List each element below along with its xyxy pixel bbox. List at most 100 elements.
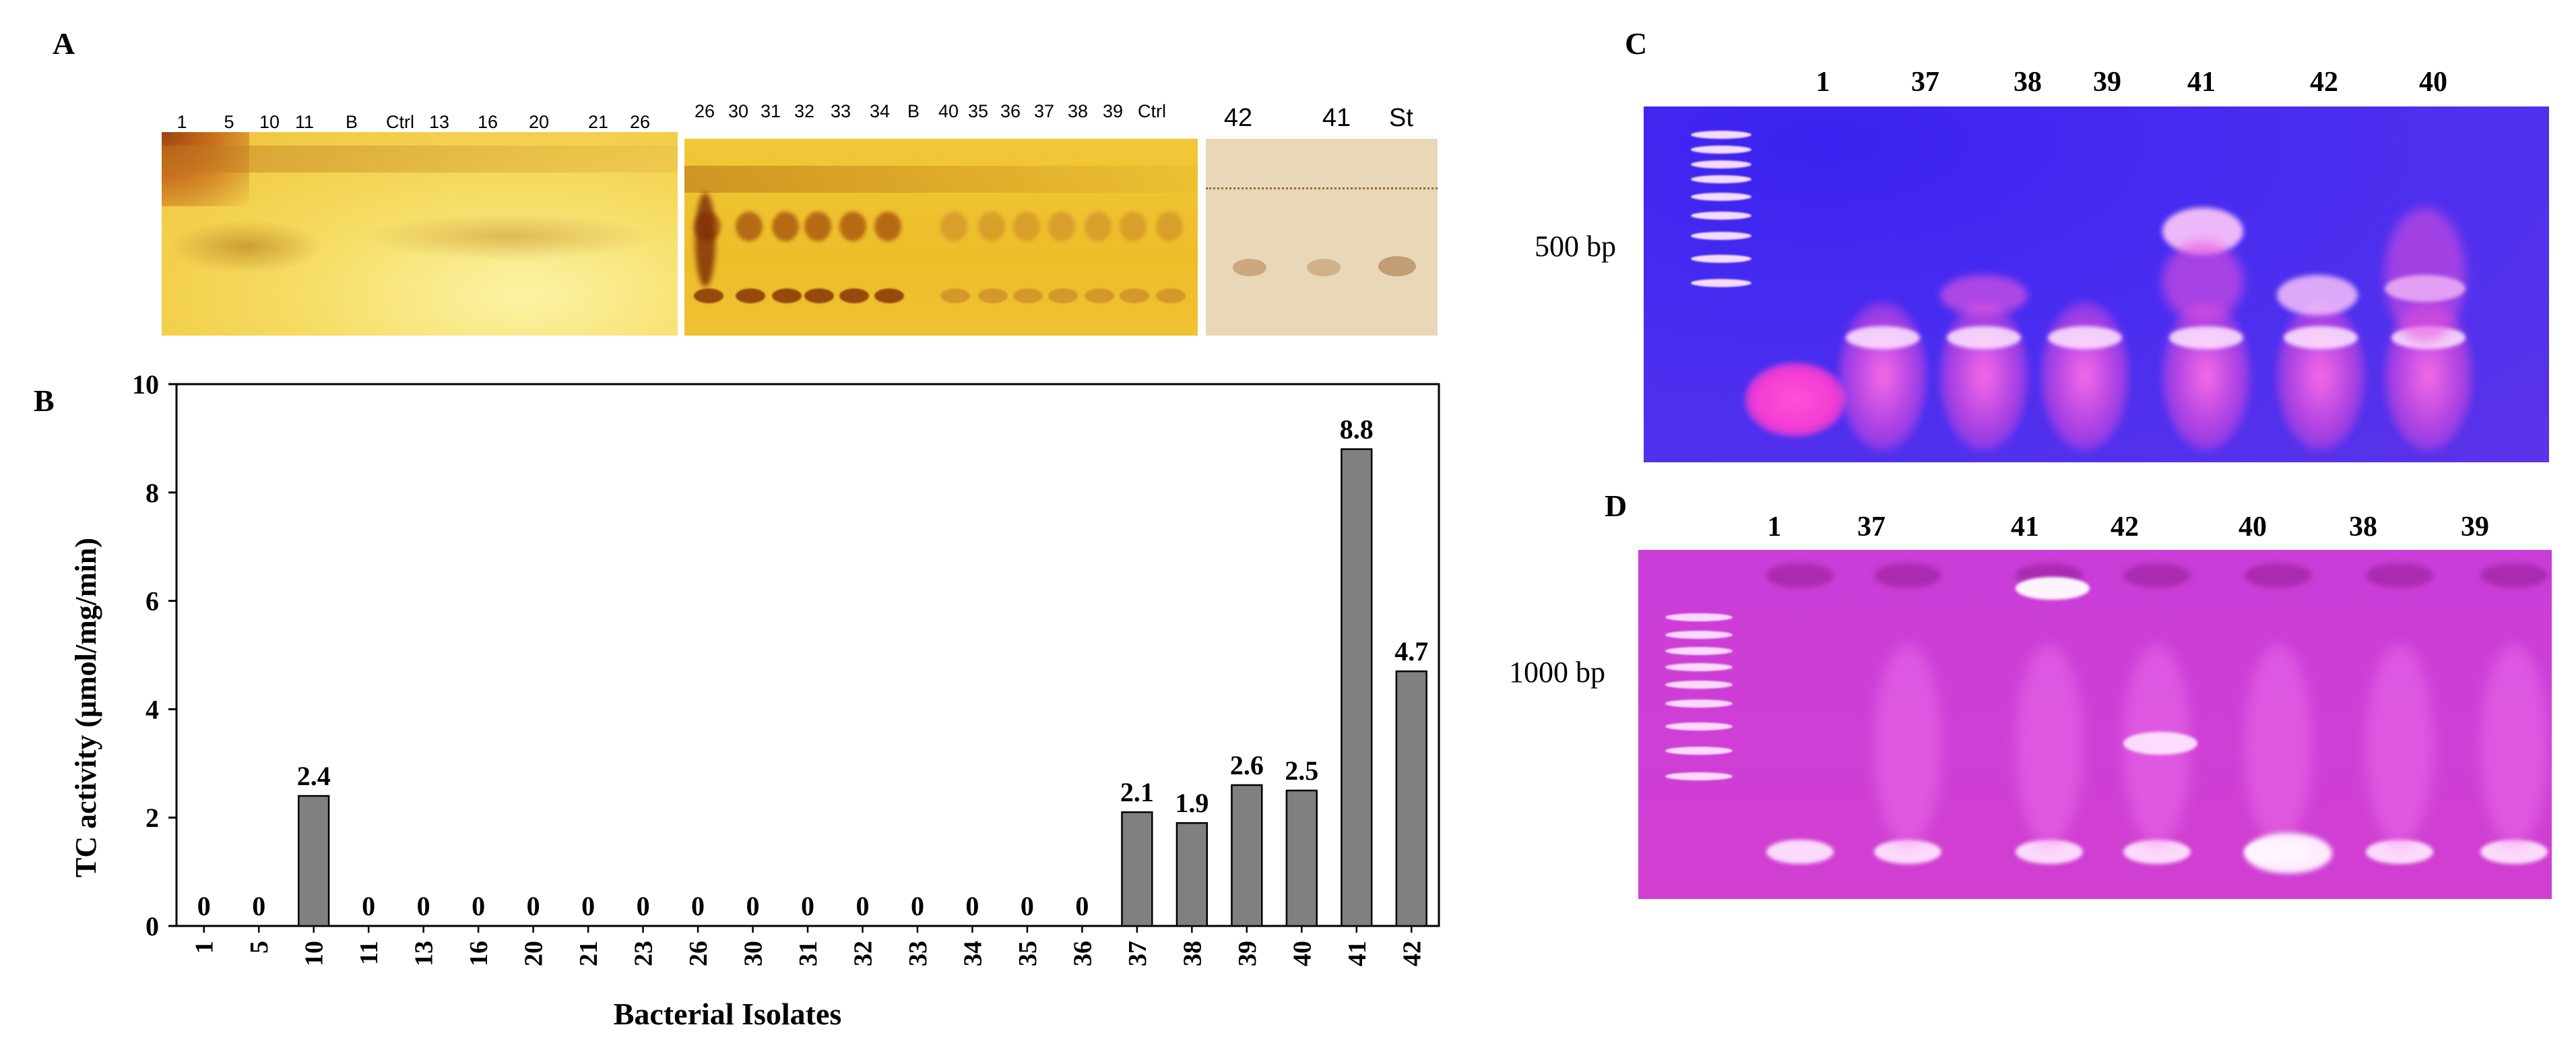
- gel-band: [1665, 722, 1733, 731]
- gel-band: [1665, 647, 1733, 655]
- gel-band: [2016, 644, 2083, 846]
- gel-a2: [684, 139, 1198, 336]
- gel-c-lane-label: 39: [2093, 67, 2121, 98]
- x-tick-label: 41: [1343, 941, 1372, 966]
- gel-band: [2245, 833, 2332, 873]
- gel-band: [978, 288, 1008, 303]
- gel-a1-lane-label: 10: [259, 112, 280, 132]
- gel-a2-lane-label: Ctrl: [1138, 101, 1166, 121]
- gel-a3-lane-label: St: [1389, 104, 1413, 132]
- bar-value-label: 0: [691, 891, 705, 921]
- x-tick-label: 21: [575, 941, 603, 966]
- gel-band: [2277, 302, 2364, 450]
- gel-a1-lane-label: 20: [528, 112, 550, 132]
- x-tick-label: 30: [740, 941, 768, 966]
- bar-value-label: 2.6: [1230, 750, 1264, 780]
- gel-band: [1940, 275, 2028, 315]
- bar-value-label: 4.7: [1394, 636, 1428, 666]
- bar-value-label: 0: [252, 891, 265, 921]
- gel-band: [1745, 363, 1846, 437]
- bar-value-label: 0: [911, 891, 924, 921]
- gel-a2-lane-label: 39: [1102, 101, 1124, 121]
- gel-band: [2245, 563, 2312, 588]
- gel-d-lane-label: 1: [1767, 512, 1782, 542]
- x-tick-label: 32: [849, 941, 877, 966]
- gel-a2-lane-label: 36: [1000, 101, 1021, 121]
- gel-a3: [1206, 139, 1438, 336]
- gel-band: [736, 288, 765, 303]
- gel-band: [1665, 747, 1733, 755]
- gel-band: [1691, 255, 1751, 263]
- bar-value-label: 0: [965, 891, 979, 921]
- gel-a2-lane-label: B: [907, 101, 920, 121]
- gel-band: [1665, 772, 1733, 780]
- gel-c-lane-label: 37: [1911, 67, 1939, 98]
- gel-d-lane-label: 37: [1857, 512, 1886, 542]
- gel-band: [1085, 212, 1112, 241]
- gel-band: [874, 288, 904, 303]
- x-tick-label: 20: [520, 941, 548, 966]
- gel-c-lane-label: 40: [2419, 67, 2447, 98]
- gel-band: [2048, 326, 2122, 349]
- bar-value-label: 0: [1075, 891, 1089, 921]
- gel-a2-lane-label: 34: [869, 101, 891, 121]
- gel-band: [1048, 212, 1075, 241]
- gel-band: [839, 288, 869, 303]
- gel-a1-lane-label: B: [345, 112, 358, 132]
- gel-band: [2480, 840, 2548, 864]
- y-tick-label: 2: [146, 803, 159, 833]
- gel-a2-lane-label: 33: [830, 101, 851, 121]
- gel-band: [1691, 212, 1751, 220]
- panel-letter-c: C: [1625, 26, 1648, 61]
- gel-band: [1691, 160, 1751, 168]
- x-tick-label: 26: [684, 941, 713, 966]
- y-tick-label: 0: [146, 911, 159, 941]
- gel-band: [736, 212, 763, 241]
- gel-band: [1691, 175, 1751, 183]
- gel-c-lane-label: 38: [2014, 67, 2042, 98]
- gel-band: [1665, 700, 1733, 708]
- x-tick-label: 16: [465, 941, 493, 966]
- bar-value-label: 1.9: [1175, 788, 1209, 818]
- bar-value-label: 0: [1021, 891, 1034, 921]
- marker-1000bp-label: 1000 bp: [1509, 656, 1605, 689]
- gel-band: [1766, 840, 1834, 864]
- gel-band: [2480, 644, 2548, 846]
- bar-value-label: 2.4: [297, 761, 331, 791]
- marker-500bp-label: 500 bp: [1535, 230, 1616, 263]
- gel-band: [1120, 288, 1149, 303]
- gel-band: [1665, 681, 1733, 689]
- bar-value-label: 0: [362, 891, 375, 921]
- x-tick-label: 23: [630, 941, 658, 966]
- gel-band: [772, 288, 802, 303]
- bar-value-label: 2.1: [1120, 777, 1154, 807]
- bar-value-label: 0: [801, 891, 814, 921]
- y-tick-label: 10: [132, 369, 159, 400]
- bar-value-label: 2.5: [1285, 755, 1318, 786]
- gel-a1-lane-label: 1: [176, 112, 187, 132]
- bar: [1121, 811, 1153, 927]
- x-tick-label: 10: [300, 941, 329, 966]
- bar: [1285, 789, 1318, 927]
- x-tick-label: 31: [794, 941, 823, 966]
- gel-band: [1839, 302, 1927, 450]
- x-tick-label: 35: [1014, 941, 1042, 966]
- gel-band: [1665, 631, 1733, 639]
- bar-value-label: 0: [527, 891, 540, 921]
- gel-a2-lane-label: 37: [1033, 101, 1055, 121]
- gel-band: [2366, 644, 2433, 846]
- gel-band: [2277, 275, 2358, 315]
- y-tick-label: 6: [146, 586, 159, 617]
- gel-d-lane-label: 39: [2461, 512, 2489, 542]
- gel-a3-lane-label: 41: [1322, 104, 1351, 132]
- gel-band: [1940, 302, 2028, 450]
- gel-a1-lane-label: 26: [629, 112, 651, 132]
- gel-band: [1013, 288, 1043, 303]
- gel-band: [1691, 279, 1751, 287]
- x-tick-label: 39: [1233, 941, 1262, 966]
- x-tick-label: 5: [245, 941, 273, 954]
- gel-band: [2162, 302, 2250, 450]
- gel-band: [1874, 644, 1941, 846]
- gel-band: [2041, 302, 2129, 450]
